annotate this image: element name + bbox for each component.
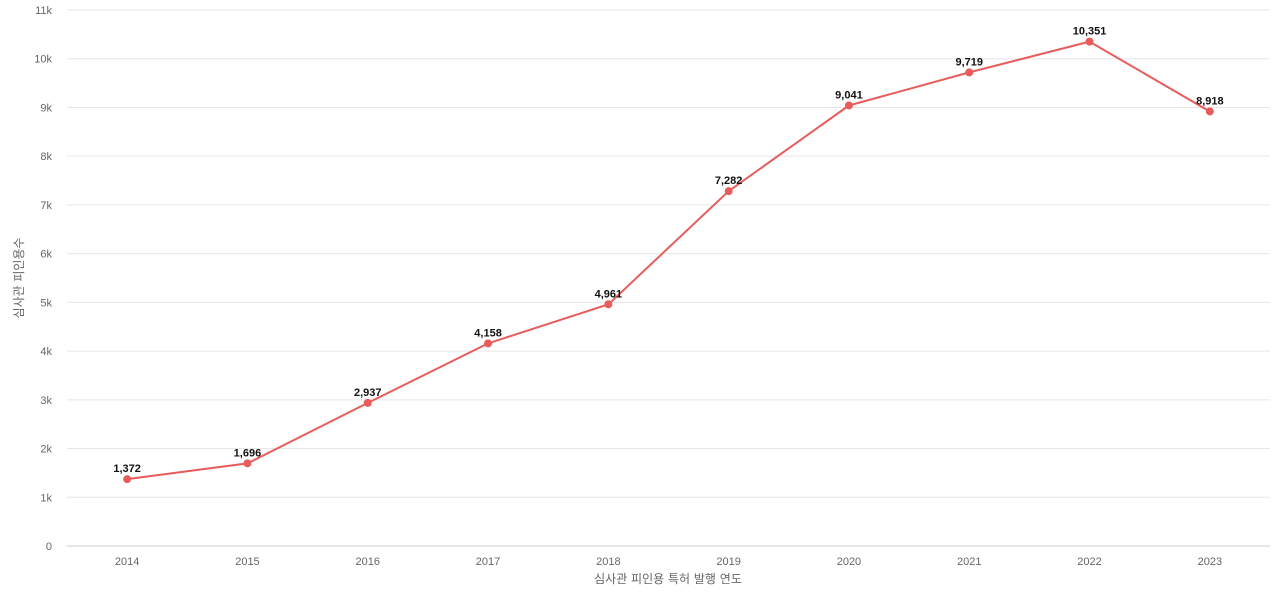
y-tick-label: 1k [40, 492, 52, 504]
y-tick-label: 10k [34, 54, 52, 66]
x-tick-label: 2015 [235, 556, 259, 568]
y-tick-label: 9k [40, 102, 52, 114]
x-tick-label: 2023 [1198, 556, 1222, 568]
y-axis-ticks: 0 1k 2k 3k 4k 5k 6k 7k 8k 9k 10k 11k [34, 5, 52, 553]
y-axis-title: 심사관 피인용수 [12, 237, 26, 318]
data-label: 9,041 [835, 89, 863, 101]
x-tick-label: 2019 [716, 556, 740, 568]
data-point [844, 101, 853, 110]
series-layer [123, 37, 1214, 484]
data-label: 9,719 [955, 56, 983, 68]
x-tick-label: 2017 [476, 556, 500, 568]
data-label-layer: 1,372 1,696 2,937 4,158 4,961 7,282 9,041 9,719… [113, 26, 1223, 476]
data-point [724, 187, 733, 196]
y-tick-label: 0 [46, 541, 52, 553]
y-tick-label: 6k [40, 249, 52, 261]
data-label: 2,937 [354, 387, 382, 399]
x-tick-label: 2016 [356, 556, 380, 568]
data-point [604, 300, 613, 309]
data-label: 1,696 [234, 447, 262, 459]
data-point [484, 339, 493, 348]
x-axis-ticks: 2014 2015 2016 2017 2018 2019 2020 2021 2022 2023 [115, 556, 1222, 568]
data-label: 7,282 [715, 175, 743, 187]
x-axis-title: 심사관 피인용 특허 발행 연도 [594, 571, 742, 586]
x-tick-label: 2020 [837, 556, 861, 568]
data-label: 10,351 [1073, 26, 1107, 38]
data-point [363, 398, 372, 407]
data-point [1085, 37, 1094, 46]
data-label: 1,372 [113, 463, 141, 475]
series-line [126, 40, 1211, 481]
data-point [243, 459, 252, 468]
grid-layer [67, 9, 1270, 547]
data-point [123, 475, 132, 484]
y-tick-label: 7k [40, 200, 52, 212]
y-tick-label: 11k [35, 5, 52, 17]
data-label: 4,158 [474, 327, 502, 339]
y-tick-label: 8k [40, 151, 52, 163]
x-tick-label: 2021 [957, 556, 981, 568]
y-tick-label: 5k [40, 297, 52, 309]
y-tick-label: 4k [40, 346, 52, 358]
y-tick-label: 2k [40, 444, 52, 456]
data-point [1205, 107, 1214, 116]
data-label: 8,918 [1196, 95, 1224, 107]
x-tick-label: 2022 [1077, 556, 1101, 568]
data-label: 4,961 [595, 288, 623, 300]
x-tick-label: 2014 [115, 556, 139, 568]
data-point [965, 68, 974, 77]
y-tick-label: 3k [40, 395, 52, 407]
x-tick-label: 2018 [596, 556, 620, 568]
